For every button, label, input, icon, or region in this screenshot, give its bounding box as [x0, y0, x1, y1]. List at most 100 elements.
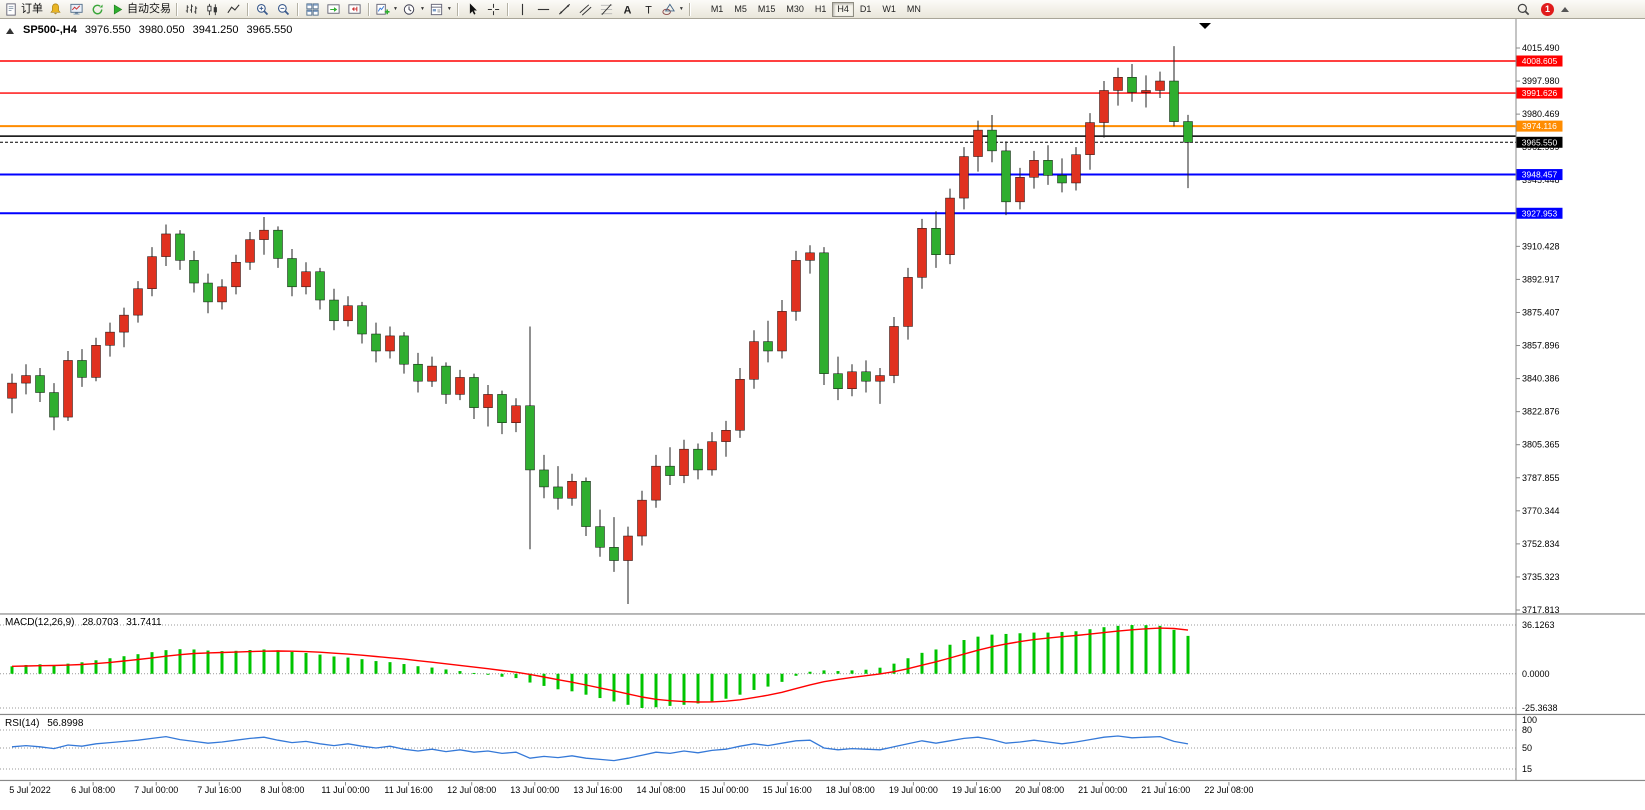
svg-text:3910.428: 3910.428	[1522, 241, 1560, 251]
bar-chart-button[interactable]	[181, 1, 202, 18]
svg-text:3892.917: 3892.917	[1522, 274, 1560, 284]
svg-text:3927.953: 3927.953	[1522, 208, 1558, 218]
toolbar-separator	[176, 2, 178, 16]
templates-button[interactable]: ▼	[427, 1, 454, 18]
shapes-tool-icon[interactable]: ▼	[659, 1, 686, 18]
main-toolbar: 订单 自动交易 ▼ ▼ ▼ A T ▼ M1 M5 M15 M30 H1 H4 D1 W1 MN…	[0, 0, 1645, 19]
text-tool-icon[interactable]: A	[617, 1, 638, 18]
notification-badge[interactable]: 1	[1541, 2, 1554, 16]
time-axis[interactable]: 5 Jul 2022 6 Jul 08:00 7 Jul 00:00 7 Jul 16…	[9, 782, 1253, 795]
svg-text:3840.386: 3840.386	[1522, 374, 1560, 384]
chevron-up-icon[interactable]	[1561, 6, 1569, 12]
svg-text:11 Jul 00:00: 11 Jul 00:00	[321, 785, 369, 795]
svg-text:-25.3638: -25.3638	[1522, 703, 1558, 713]
svg-text:4008.605: 4008.605	[1522, 56, 1558, 66]
svg-text:20 Jul 08:00: 20 Jul 08:00	[1015, 785, 1064, 795]
timeframe-m1-button[interactable]: M1	[706, 2, 729, 17]
svg-text:3857.896: 3857.896	[1522, 341, 1560, 351]
chart-shift-icon[interactable]	[344, 1, 365, 18]
tile-windows-icon[interactable]	[302, 1, 323, 18]
autotrading-button[interactable]: 自动交易	[108, 1, 173, 18]
svg-text:A: A	[623, 4, 631, 16]
macd-label: MACD(12,26,9) 28.0703 31.7411	[5, 617, 167, 628]
line-chart-button[interactable]	[223, 1, 244, 18]
ohlc-high: 3980.050	[138, 24, 185, 36]
svg-text:3735.323: 3735.323	[1522, 572, 1560, 582]
label-tool-icon[interactable]: T	[638, 1, 659, 18]
svg-text:19 Jul 00:00: 19 Jul 00:00	[889, 785, 938, 795]
svg-text:3717.813: 3717.813	[1522, 605, 1560, 615]
hlines-group	[0, 60, 1516, 215]
svg-text:22 Jul 08:00: 22 Jul 08:00	[1204, 785, 1253, 795]
toolbar-separator	[368, 2, 370, 16]
vertical-line-tool-icon[interactable]	[512, 1, 533, 18]
timeframe-w1-button[interactable]: W1	[877, 2, 901, 17]
svg-text:15 Jul 00:00: 15 Jul 00:00	[700, 785, 749, 795]
rsi-name: RSI(14)	[5, 718, 40, 729]
ohlc-close: 3965.550	[246, 24, 293, 36]
timeframe-h4-button[interactable]: H4	[832, 1, 854, 17]
timeframe-mn-button[interactable]: MN	[902, 2, 926, 17]
horizontal-line-tool-icon[interactable]	[533, 1, 554, 18]
svg-text:3991.626: 3991.626	[1522, 88, 1558, 98]
svg-text:100: 100	[1522, 715, 1537, 725]
crosshair-tool-icon[interactable]	[483, 1, 504, 18]
rsi-panel	[0, 729, 1516, 770]
chevron-down-icon: ▼	[678, 6, 684, 12]
search-icon[interactable]	[1513, 1, 1534, 18]
svg-text:4015.490: 4015.490	[1522, 43, 1560, 53]
chart-window-icon[interactable]	[66, 1, 87, 18]
toolbar-separator	[297, 2, 299, 16]
timeframe-m30-button[interactable]: M30	[781, 2, 809, 17]
svg-text:21 Jul 16:00: 21 Jul 16:00	[1141, 785, 1190, 795]
svg-text:21 Jul 00:00: 21 Jul 00:00	[1078, 785, 1127, 795]
svg-text:15: 15	[1522, 764, 1532, 774]
svg-text:3752.834: 3752.834	[1522, 539, 1560, 549]
svg-text:80: 80	[1522, 725, 1532, 735]
zoom-in-icon[interactable]	[252, 1, 273, 18]
rsi-line	[11, 735, 1189, 762]
alerts-bell-icon[interactable]	[45, 1, 66, 18]
timeframe-m5-button[interactable]: M5	[729, 2, 752, 17]
timeframe-m15-button[interactable]: M15	[753, 2, 781, 17]
price-axis[interactable]: 4015.4903997.9803980.4693962.9593945.448…	[1516, 43, 1563, 774]
panel-separators[interactable]	[0, 19, 1645, 783]
svg-text:8 Jul 08:00: 8 Jul 08:00	[260, 785, 304, 795]
ohlc-low: 3941.250	[192, 24, 239, 36]
cursor-tool-icon[interactable]	[462, 1, 483, 18]
svg-text:14 Jul 08:00: 14 Jul 08:00	[636, 785, 685, 795]
community-refresh-icon[interactable]	[87, 1, 108, 18]
svg-text:7 Jul 16:00: 7 Jul 16:00	[197, 785, 241, 795]
trendline-tool-icon[interactable]	[554, 1, 575, 18]
rsi-label: RSI(14) 56.8998	[5, 718, 88, 729]
svg-text:3805.365: 3805.365	[1522, 440, 1560, 450]
svg-text:3980.469: 3980.469	[1522, 109, 1560, 119]
svg-text:11 Jul 16:00: 11 Jul 16:00	[384, 785, 432, 795]
timeframe-d1-button[interactable]: D1	[855, 2, 877, 17]
candlestick-chart-button[interactable]	[202, 1, 223, 18]
macd-value-signal: 31.7411	[126, 617, 162, 628]
timeframe-h1-button[interactable]: H1	[810, 2, 832, 17]
symbol-title: SP500-,H4	[23, 24, 77, 36]
svg-text:3770.344: 3770.344	[1522, 506, 1560, 516]
periods-clock-button[interactable]: ▼	[400, 1, 427, 18]
channel-tool-icon[interactable]	[575, 1, 596, 18]
svg-text:18 Jul 08:00: 18 Jul 08:00	[826, 785, 875, 795]
chevron-down-icon: ▼	[393, 6, 398, 12]
candles-group	[7, 46, 1193, 604]
new-order-button[interactable]: 订单	[2, 1, 45, 18]
indicators-button[interactable]: ▼	[373, 1, 400, 18]
zoom-out-icon[interactable]	[273, 1, 294, 18]
fibonacci-tool-icon[interactable]	[596, 1, 617, 18]
chart-icon	[6, 28, 14, 34]
chart-shift-marker[interactable]	[1199, 23, 1211, 29]
auto-scroll-icon[interactable]	[323, 1, 344, 18]
new-order-label: 订单	[21, 2, 43, 15]
svg-text:3875.407: 3875.407	[1522, 307, 1560, 317]
svg-text:3948.457: 3948.457	[1522, 170, 1558, 180]
svg-text:7 Jul 00:00: 7 Jul 00:00	[134, 785, 178, 795]
svg-text:50: 50	[1522, 743, 1532, 753]
chevron-down-icon: ▼	[446, 6, 452, 12]
